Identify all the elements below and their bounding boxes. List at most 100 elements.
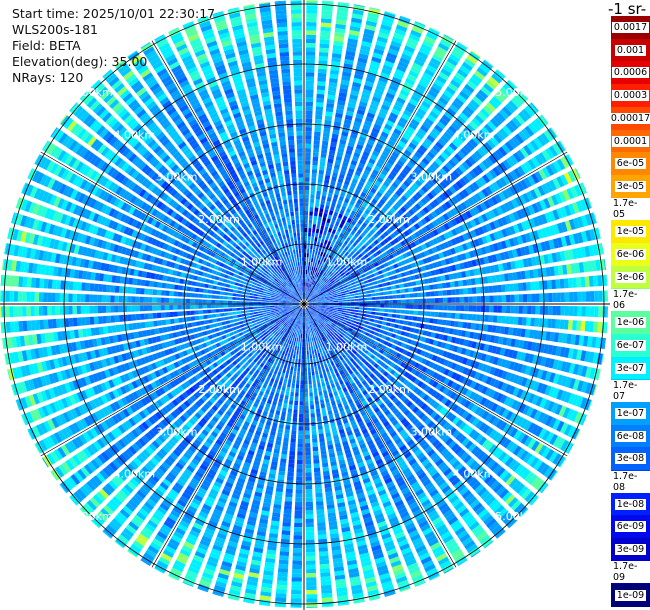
range-gate	[365, 225, 372, 232]
range-gate	[375, 296, 381, 300]
range-gate	[316, 85, 326, 91]
range-gate	[380, 72, 390, 80]
range-gate	[312, 249, 316, 254]
range-gate	[305, 295, 308, 300]
range-gate	[580, 320, 586, 332]
range-gate	[489, 265, 496, 273]
range-gate	[395, 319, 400, 324]
range-gate	[375, 304, 381, 308]
range-gate	[306, 556, 316, 561]
range-gate	[317, 216, 322, 222]
range-gate	[318, 212, 323, 217]
range-gate	[427, 213, 435, 221]
range-gate	[326, 406, 332, 412]
range-gate	[357, 219, 363, 225]
range-gate	[305, 518, 314, 523]
range-gate	[312, 450, 319, 456]
range-gate	[516, 149, 526, 161]
range-gate	[492, 208, 500, 217]
range-gate	[280, 547, 290, 552]
range-gate	[313, 459, 320, 464]
range-gate	[315, 370, 319, 375]
range-gate	[463, 144, 472, 154]
range-gate	[386, 188, 394, 196]
range-gate	[318, 292, 323, 296]
range-gate	[454, 236, 461, 244]
range-gate	[304, 211, 309, 216]
range-gate	[580, 246, 587, 258]
range-gate	[425, 93, 436, 102]
range-gate	[312, 291, 317, 295]
range-gate	[393, 72, 404, 81]
range-gate	[315, 110, 323, 116]
range-gate	[362, 187, 369, 194]
range-gate	[363, 253, 369, 259]
range-gate	[493, 231, 500, 240]
range-gate	[442, 250, 448, 258]
range-gate	[352, 241, 358, 247]
range-gate	[305, 177, 310, 182]
range-gate	[305, 522, 314, 528]
range-gate	[317, 301, 322, 303]
range-gate	[312, 290, 316, 295]
range-gate	[520, 234, 528, 244]
range-gate	[358, 307, 364, 310]
range-gate	[594, 306, 599, 318]
range-gate	[518, 294, 523, 303]
range-gate	[458, 178, 467, 187]
range-gate	[376, 191, 383, 198]
range-gate	[568, 219, 576, 230]
range-gate	[352, 156, 359, 162]
range-gate	[491, 73, 503, 84]
range-gate	[475, 92, 486, 103]
range-gate	[445, 282, 451, 288]
range-gate	[440, 68, 452, 77]
range-gate	[332, 48, 343, 55]
range-gate	[311, 232, 315, 237]
range-gate	[309, 337, 312, 342]
range-gate	[314, 207, 319, 212]
range-gate	[421, 226, 428, 234]
range-gate	[350, 229, 356, 236]
range-gate	[462, 279, 468, 286]
range-gate	[326, 231, 331, 237]
range-gate	[417, 128, 427, 137]
range-gate	[333, 297, 338, 300]
range-gate	[310, 294, 314, 298]
range-gate	[394, 212, 401, 219]
range-gate	[379, 296, 385, 300]
range-gate	[405, 105, 415, 114]
range-gate	[468, 305, 473, 312]
range-gate	[288, 459, 295, 464]
range-gate	[305, 156, 311, 161]
range-gate	[449, 185, 457, 194]
range-gate	[465, 270, 471, 277]
range-gate	[283, 364, 288, 370]
range-gate	[338, 302, 343, 304]
range-gate	[423, 97, 434, 106]
range-gate	[387, 48, 399, 56]
range-gate	[346, 254, 352, 259]
range-gate	[376, 243, 383, 249]
range-gate	[357, 267, 363, 272]
range-gate	[304, 244, 307, 249]
range-gate	[527, 123, 538, 134]
range-gate	[351, 235, 357, 242]
range-gate	[312, 442, 318, 448]
range-gate	[440, 134, 450, 144]
range-gate	[329, 78, 338, 84]
range-gate	[354, 188, 361, 195]
range-gate	[312, 275, 315, 280]
range-gate	[347, 204, 354, 210]
range-gate	[340, 238, 345, 244]
range-gate	[461, 188, 470, 198]
range-gate	[493, 133, 503, 144]
range-gate	[389, 196, 397, 203]
range-gate	[286, 484, 294, 490]
range-gate	[417, 220, 424, 228]
range-gate	[304, 396, 309, 402]
range-gate	[336, 11, 348, 17]
range-gate	[432, 220, 439, 228]
range-gate	[579, 199, 588, 211]
range-gate	[308, 375, 312, 381]
